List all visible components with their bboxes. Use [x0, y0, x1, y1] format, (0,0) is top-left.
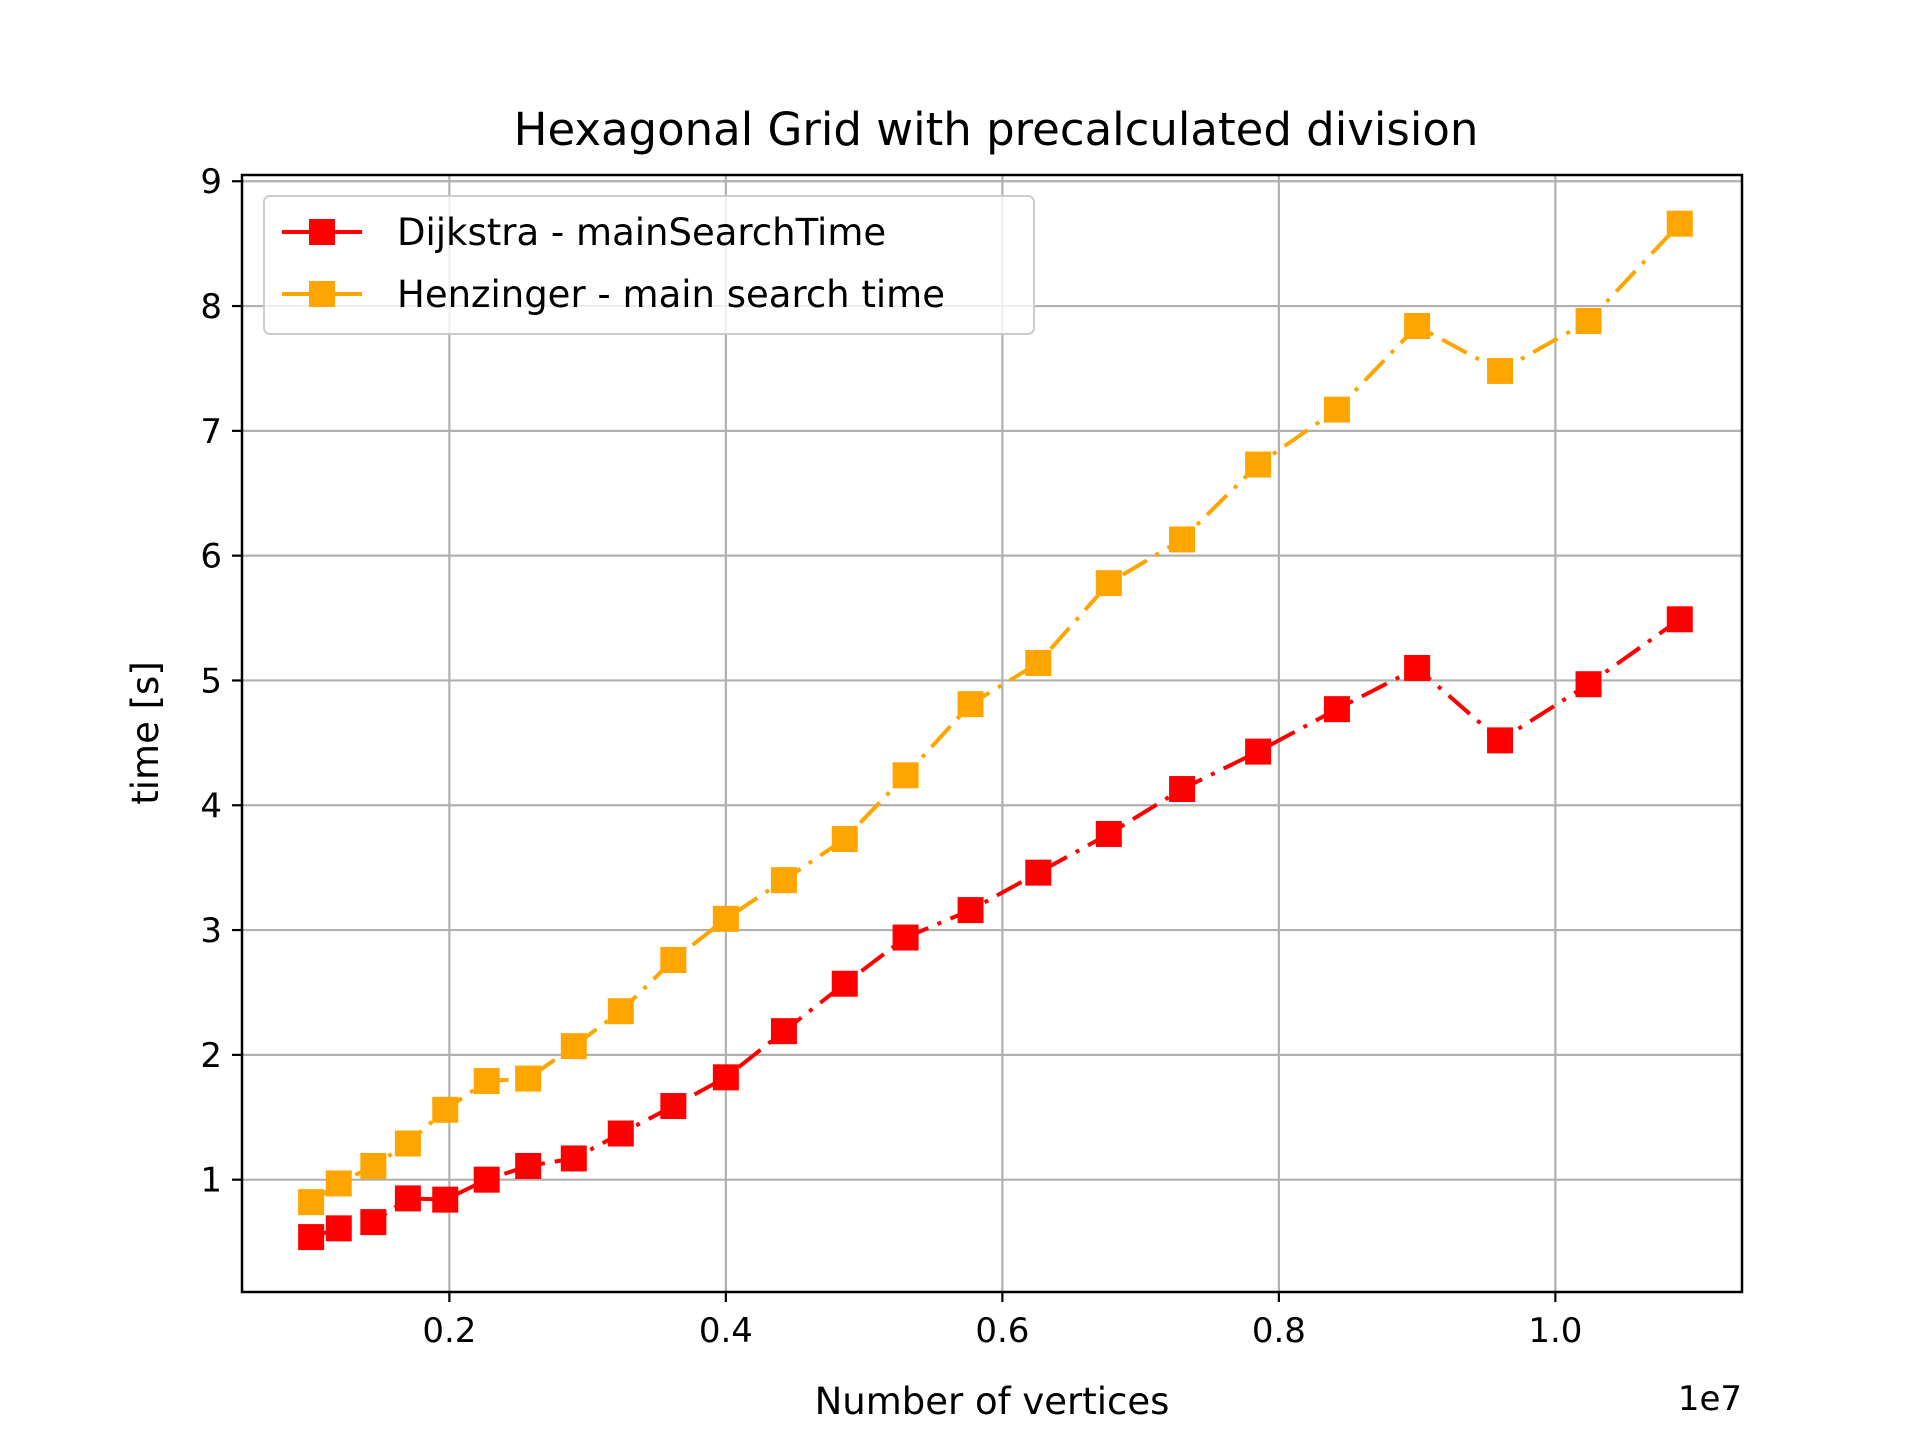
- data-point: [1666, 606, 1693, 633]
- data-point: [1095, 820, 1122, 847]
- data-point: [473, 1166, 500, 1193]
- series-layer: [298, 210, 1693, 1251]
- data-point: [325, 1170, 352, 1197]
- y-tick-label: 6: [200, 537, 222, 577]
- x-tick-label: 1.0: [1528, 1311, 1582, 1351]
- data-point: [892, 924, 919, 951]
- data-point: [360, 1152, 387, 1179]
- y-tick-label: 4: [200, 786, 222, 826]
- data-point: [1095, 570, 1122, 597]
- data-point: [770, 1018, 797, 1045]
- x-tick-label: 0.4: [699, 1311, 753, 1351]
- data-point: [432, 1186, 459, 1213]
- data-point: [298, 1189, 325, 1216]
- data-point: [1025, 649, 1052, 676]
- data-point: [394, 1185, 421, 1212]
- data-point: [473, 1068, 500, 1095]
- data-point: [957, 691, 984, 718]
- data-point: [1025, 859, 1052, 886]
- data-point: [1487, 357, 1514, 384]
- x-tick-label: 0.2: [422, 1311, 476, 1351]
- legend-box: [263, 195, 1035, 335]
- data-point: [607, 998, 634, 1025]
- data-point: [660, 947, 687, 974]
- data-point: [712, 905, 739, 932]
- x-tick-label: 0.8: [1252, 1311, 1306, 1351]
- y-axis-label: time [s]: [124, 661, 167, 805]
- data-point: [360, 1209, 387, 1236]
- series-line-0: [310, 617, 1681, 1239]
- y-tick-label: 2: [200, 1036, 222, 1076]
- data-point: [1169, 776, 1196, 803]
- data-point: [394, 1130, 421, 1157]
- data-point: [660, 1093, 687, 1120]
- data-point: [712, 1064, 739, 1091]
- data-point: [831, 970, 858, 997]
- legend: Dijkstra - mainSearchTime Henzinger - mai…: [263, 195, 1035, 335]
- data-point: [1404, 654, 1431, 681]
- data-point: [515, 1152, 542, 1179]
- y-axis: 1 2 3 4 5 6 7 8 9: [200, 162, 242, 1201]
- y-tick-label: 3: [200, 911, 222, 951]
- legend-marker: [309, 281, 335, 307]
- data-point: [831, 825, 858, 852]
- grid: [242, 175, 1742, 1292]
- data-point: [1575, 671, 1602, 698]
- data-point: [770, 867, 797, 894]
- data-point: [1169, 526, 1196, 553]
- data-point: [1404, 313, 1431, 340]
- x-tick-label: 0.6: [975, 1311, 1029, 1351]
- data-point: [892, 762, 919, 789]
- data-point: [957, 897, 984, 924]
- legend-marker: [309, 219, 335, 245]
- data-point: [1323, 696, 1350, 723]
- data-point: [1323, 396, 1350, 423]
- data-point: [298, 1224, 325, 1251]
- legend-label: Henzinger - main search time: [397, 273, 945, 316]
- data-point: [1487, 727, 1514, 754]
- x-axis-offset-label: 1e7: [1678, 1379, 1742, 1419]
- data-point: [515, 1065, 542, 1092]
- y-tick-label: 8: [200, 287, 222, 327]
- y-tick-label: 7: [200, 412, 222, 452]
- x-axis-label: Number of vertices: [815, 1380, 1170, 1423]
- data-point: [1575, 308, 1602, 335]
- data-point: [1666, 210, 1693, 237]
- data-point: [560, 1033, 587, 1060]
- plot-frame: [240, 173, 1744, 1294]
- legend-label: Dijkstra - mainSearchTime: [397, 211, 886, 254]
- x-axis: 0.2 0.4 0.6 0.8 1.0: [422, 1292, 1582, 1351]
- y-tick-label: 1: [200, 1161, 222, 1201]
- data-point: [560, 1145, 587, 1172]
- data-point: [325, 1215, 352, 1242]
- y-tick-label: 9: [200, 162, 222, 202]
- data-point: [432, 1096, 459, 1123]
- data-point: [1245, 738, 1272, 765]
- chart-title: Hexagonal Grid with precalculated divisi…: [514, 103, 1479, 156]
- y-tick-label: 5: [200, 661, 222, 701]
- data-point: [1245, 451, 1272, 478]
- data-point: [607, 1120, 634, 1147]
